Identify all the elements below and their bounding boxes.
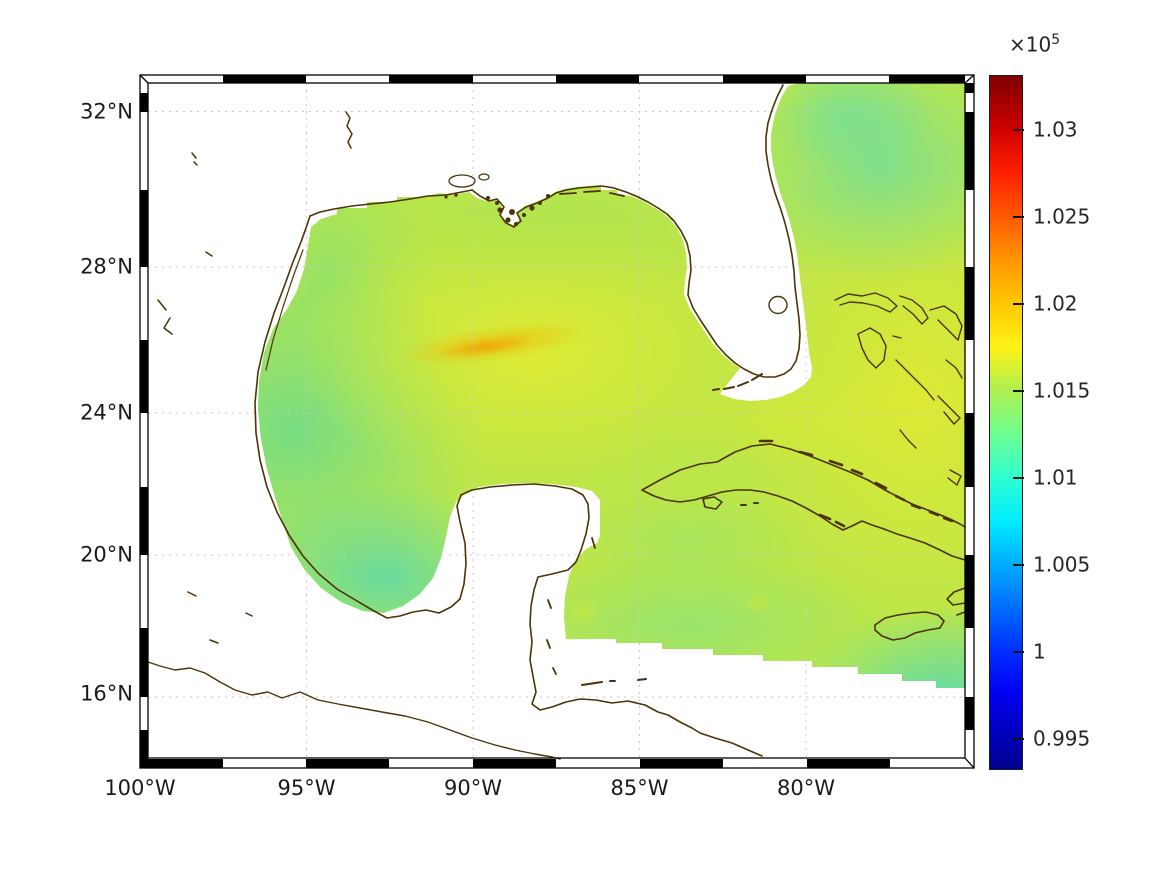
x-tick-label-100w: 100°W (104, 776, 176, 800)
coastline-isla-juventud (702, 496, 723, 510)
field-region-straits (660, 370, 920, 470)
colorbar-tick-label: 0.995 (1033, 726, 1091, 751)
colorbar-tick-label: 1.025 (1033, 204, 1091, 229)
y-tick-label-24n: 24°N (80, 400, 133, 425)
coastline-north-gulf-florida (309, 84, 801, 378)
colorbar-tick (1013, 564, 1024, 566)
y-tick-label-32n: 32°N (80, 99, 133, 124)
colorbar-tick (1013, 651, 1024, 653)
coastline-bay-islands (581, 678, 647, 686)
coastline-barrier-islands (559, 190, 625, 197)
coastlines (147, 84, 966, 760)
colorbar-tick-label: 1.005 (1033, 552, 1091, 577)
colorbar-tick-label: 1 (1033, 639, 1046, 664)
colorbar-tick (1013, 738, 1024, 740)
field-streak-core (437, 335, 533, 359)
x-tick-label-85w: 85°W (610, 776, 669, 800)
coastline-pacific (147, 661, 561, 760)
heatmap-field (258, 83, 965, 688)
colorbar-tick (1013, 129, 1024, 131)
colorbar-tick (1013, 477, 1024, 479)
field-region-east-yellow (730, 170, 965, 630)
colorbar-tick-label: 1.015 (1033, 378, 1091, 403)
y-tick-label-20n: 20°N (80, 542, 133, 567)
colorbar-tick (1013, 216, 1024, 218)
coastline-jamaica (874, 611, 945, 641)
x-tick-label-95w: 95°W (277, 776, 336, 800)
coastline-texas-lagoon (265, 249, 304, 371)
coastline-cayman (740, 502, 759, 506)
colorbar-tick (1013, 303, 1024, 305)
lake-okeechobee (768, 295, 788, 315)
coastline-gulf-rim (254, 215, 763, 757)
coastline-bahamas (834, 292, 963, 486)
coastline-cozumel-cays (546, 537, 596, 675)
lake-small (478, 173, 490, 181)
field-eddy-west-cyan (258, 418, 266, 462)
field-region-atlantic-north (765, 83, 935, 170)
coastline-florida-keys (712, 373, 763, 391)
field-eddy-yucatan (565, 596, 601, 628)
x-tick-label-90w: 90°W (444, 776, 502, 800)
colorbar-tick (1013, 390, 1024, 392)
y-tick-label-28n: 28°N (80, 254, 133, 279)
colorbar-tick-label: 1.01 (1033, 465, 1078, 490)
field-eddy-caribbean (743, 591, 771, 615)
field-region-se-cyan (795, 605, 965, 688)
map-frame (139, 74, 975, 769)
field-region-campeche (258, 483, 535, 673)
colorbar-tick-label: 1.03 (1033, 117, 1078, 142)
inland-lakes (157, 111, 353, 644)
coastline-hispaniola-edge (946, 587, 966, 616)
colorbar-tick-label: 1.02 (1033, 291, 1078, 316)
lake-pontchartrain (448, 174, 476, 188)
y-tick-label-16n: 16°N (80, 681, 133, 706)
delta-marsh (444, 193, 550, 226)
coastline-cuba-cays (758, 439, 954, 528)
graticule (148, 83, 965, 758)
colorbar-exponent-label: ×105 (1009, 32, 1061, 57)
x-tick-label-80w: 80°W (777, 776, 835, 800)
colorbar (989, 75, 1023, 770)
